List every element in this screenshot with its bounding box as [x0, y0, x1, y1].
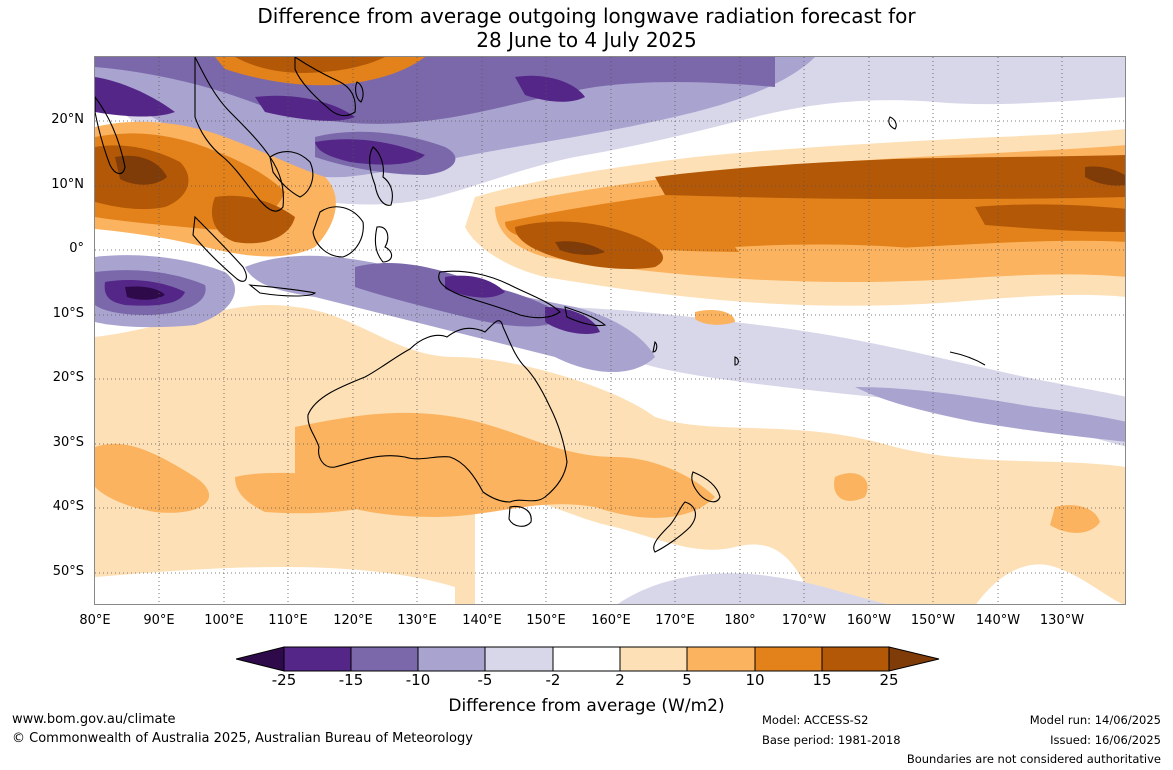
colorbar-extend-low: [236, 646, 285, 672]
lon-label-140w: 140°W: [975, 613, 1021, 628]
lon-label-130e: 130°E: [397, 613, 437, 628]
colorbar-tick: 15: [812, 671, 832, 689]
colorbar-swatch-8: [754, 646, 823, 672]
lon-label-80e: 80°E: [79, 613, 111, 628]
lat-label-20n: 20°N: [51, 112, 84, 127]
lat-label-50s: 50°S: [52, 564, 84, 579]
colorbar: [236, 646, 940, 672]
colorbar-swatch-3: [417, 646, 486, 672]
copyright: © Commonwealth of Australia 2025, Austra…: [12, 731, 473, 746]
coastlines: [95, 57, 986, 553]
colorbar-swatch-6: [619, 646, 688, 672]
new-zealand-coastline: [691, 471, 721, 503]
region-south-neutral: [95, 567, 455, 604]
lon-label-110e: 110°E: [268, 613, 308, 628]
colorbar-tick: -10: [405, 671, 431, 689]
lon-label-170e: 170°E: [655, 613, 695, 628]
lat-label-30s: 30°S: [52, 435, 84, 450]
disclaimer: Boundaries are not considered authoritat…: [906, 752, 1161, 766]
model-name: Model: ACCESS-S2: [762, 713, 869, 727]
colorbar-tick: 10: [745, 671, 765, 689]
title-line-2: 28 June to 4 July 2025: [476, 28, 697, 52]
lon-label-120e: 120°E: [333, 613, 373, 628]
lon-label-160w: 160°W: [846, 613, 892, 628]
lat-label-10n: 10°N: [51, 177, 84, 192]
lon-label-160e: 160°E: [591, 613, 631, 628]
lon-label-170w: 170°W: [781, 613, 827, 628]
colorbar-tick: -25: [271, 671, 297, 689]
title-line-1: Difference from average outgoing longwav…: [257, 4, 916, 28]
anomaly-field: [95, 57, 1125, 604]
colorbar-swatch-9: [821, 646, 890, 672]
chart-title: Difference from average outgoing longwav…: [0, 4, 1173, 52]
model-run: Model run: 14/06/2025: [1029, 713, 1161, 727]
graticule: [95, 57, 1125, 604]
australia-coastline: [307, 320, 568, 503]
lon-label-130w: 130°W: [1039, 613, 1085, 628]
lon-label-150w: 150°W: [910, 613, 956, 628]
colorbar-swatch-5: [552, 646, 621, 672]
lon-label-140e: 140°E: [462, 613, 502, 628]
base-period: Base period: 1981-2018: [762, 733, 901, 747]
colorbar-swatch-4: [484, 646, 554, 672]
lon-label-90e: 90°E: [143, 613, 175, 628]
lon-label-150e: 150°E: [526, 613, 566, 628]
lon-label-100e: 100°E: [204, 613, 244, 628]
lat-label-40s: 40°S: [52, 499, 84, 514]
new-guinea-coastline: [438, 270, 561, 319]
issued-date: Issued: 16/06/2025: [1050, 733, 1161, 747]
colorbar-swatch-2: [350, 646, 419, 672]
lat-label-0: 0°: [69, 241, 84, 256]
source-url[interactable]: www.bom.gov.au/climate: [12, 712, 176, 727]
colorbar-tick: -2: [545, 671, 561, 689]
colorbar-tick: -5: [477, 671, 493, 689]
region-tropical-negative-5-10: [855, 387, 1125, 442]
colorbar-extend-high: [888, 646, 940, 672]
colorbar-tick: -15: [338, 671, 364, 689]
colorbar-label: Difference from average (W/m2): [448, 696, 725, 716]
region-south-positive-2-5: [95, 304, 1125, 604]
lon-label-180: 180°: [724, 613, 756, 628]
map-panel: [94, 56, 1126, 605]
colorbar-tick: 2: [615, 671, 625, 689]
colorbar-swatch-7: [686, 646, 756, 672]
colorbar-tick: 5: [682, 671, 692, 689]
lat-label-10s: 10°S: [52, 306, 84, 321]
colorbar-swatch-1: [283, 646, 352, 672]
colorbar-tick: 25: [879, 671, 899, 689]
lat-label-20s: 20°S: [52, 370, 84, 385]
region-maritime-negative: [245, 255, 655, 372]
